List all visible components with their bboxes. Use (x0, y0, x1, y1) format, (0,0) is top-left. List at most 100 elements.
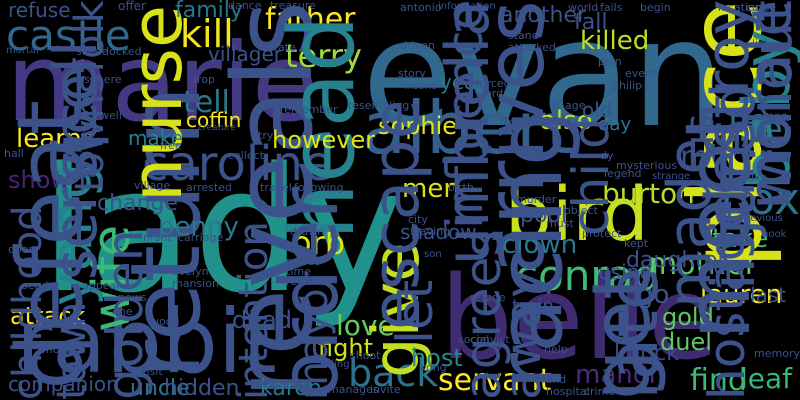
word-penny: penny (158, 212, 239, 242)
word-list: list (752, 37, 769, 50)
word-begin: begin (640, 1, 671, 14)
word-antonio: antonio (400, 1, 442, 14)
word-infant: infant (140, 231, 172, 244)
word-albert: albert (362, 86, 574, 170)
word-previous: previous (740, 213, 783, 224)
word-scene: scene (76, 45, 109, 58)
word-drawn: drawn (290, 225, 325, 238)
word-hostage: hostage (698, 198, 756, 400)
word-crime: crime (584, 385, 616, 398)
word-protect: protect (582, 227, 622, 240)
word-rabbit: rabbit (16, 290, 277, 393)
word-make: make (128, 126, 183, 150)
word-pool: pool (520, 203, 567, 228)
word-wood: wood (150, 315, 180, 328)
word-intention: intention (231, 221, 277, 400)
word-lady: lady (40, 130, 405, 331)
word-day: day (598, 114, 632, 135)
word-lauren: lauren (700, 280, 783, 310)
word-train: train (512, 296, 554, 317)
word-travel: travel (260, 181, 292, 194)
word-social: social (458, 333, 490, 346)
word-fight: fight (318, 334, 373, 362)
word-stand: stand (508, 29, 539, 42)
word-companion: companion (8, 372, 119, 396)
word-let: let (386, 279, 444, 344)
word-belle: belle (440, 252, 719, 386)
word-world: world (568, 1, 599, 14)
word-men: men (402, 174, 460, 204)
word-mayor: mayor (291, 271, 337, 400)
word-learns: learns (16, 124, 96, 154)
word-mirror: mirror (680, 140, 772, 175)
word-evan: evan (362, 0, 726, 160)
word-visit: visit (140, 365, 163, 378)
word-information: information (438, 1, 496, 12)
word-host: host (411, 344, 463, 372)
word-castle: castle (6, 11, 131, 60)
word-son: son (424, 249, 442, 260)
word-forced: forced (476, 77, 511, 90)
word-one: one (112, 305, 133, 318)
word-influence: influence (436, 0, 494, 230)
word-daughter: daughter (626, 248, 727, 273)
word-age: age (565, 99, 586, 112)
word-manages: manages (328, 383, 379, 396)
word-fall: fall (574, 10, 608, 35)
word-hall: hall (4, 147, 24, 160)
word-birth: birth (448, 181, 474, 194)
word-prince: prince (286, 255, 321, 268)
word-murder: murder (516, 193, 557, 206)
word-refuge: refuge (470, 291, 506, 304)
word-release: release (286, 275, 327, 288)
word-arrested: arrested (186, 181, 232, 194)
word-kept: kept (624, 237, 649, 250)
word-change: change (97, 191, 178, 216)
word-back: back (348, 351, 439, 395)
word-sophie: sophie (378, 112, 458, 140)
word-fails: fails (600, 1, 623, 14)
word-open: open (8, 243, 36, 256)
word-tell: tell (183, 85, 230, 120)
word-story: story (398, 67, 426, 80)
word-free: free (160, 139, 182, 152)
word-father: father (265, 2, 356, 37)
word-hong: hong (762, 111, 788, 122)
word-dead: dead (232, 306, 292, 334)
word-attacked: attacked (508, 41, 556, 54)
word-leaf: leaf (740, 362, 793, 395)
word-kill: kill (180, 12, 234, 56)
word-childhood: childhood (5, 205, 51, 400)
word-disappears: disappears (500, 115, 561, 128)
word-location: location (718, 1, 762, 14)
word-another: another (500, 3, 587, 28)
word-offer: offer (118, 0, 146, 13)
word-year: year (440, 70, 485, 94)
word-dy: dy (600, 149, 614, 162)
word-uncle: uncle (130, 376, 190, 400)
word-clown: clown (502, 230, 578, 260)
word-using: using (598, 260, 653, 284)
word-take: take (712, 224, 769, 254)
word-mortal: mortal (6, 45, 39, 56)
word-evelyn: evelyn (172, 265, 209, 278)
word-duel: duel (660, 328, 712, 356)
word-treasure: treasure (270, 0, 316, 12)
word-time: time (286, 265, 311, 278)
word-carriage: carriage (178, 231, 224, 244)
word-knock: knock (614, 341, 679, 366)
word-leaving: leaving (410, 225, 451, 238)
word-love: love (336, 309, 395, 342)
word-remember: remember (280, 103, 338, 116)
word-plan: plan (598, 55, 622, 68)
word-state: state (268, 41, 296, 54)
word-orb: orb (292, 224, 346, 262)
word-manor: manor (575, 360, 660, 390)
word-collect: collect (228, 149, 265, 162)
word-hidden: hidden (164, 376, 240, 400)
word-also: also (540, 106, 593, 136)
word-mansion: mansion (172, 277, 219, 290)
word-family: family (175, 0, 243, 23)
word-strange: strange (652, 171, 691, 182)
